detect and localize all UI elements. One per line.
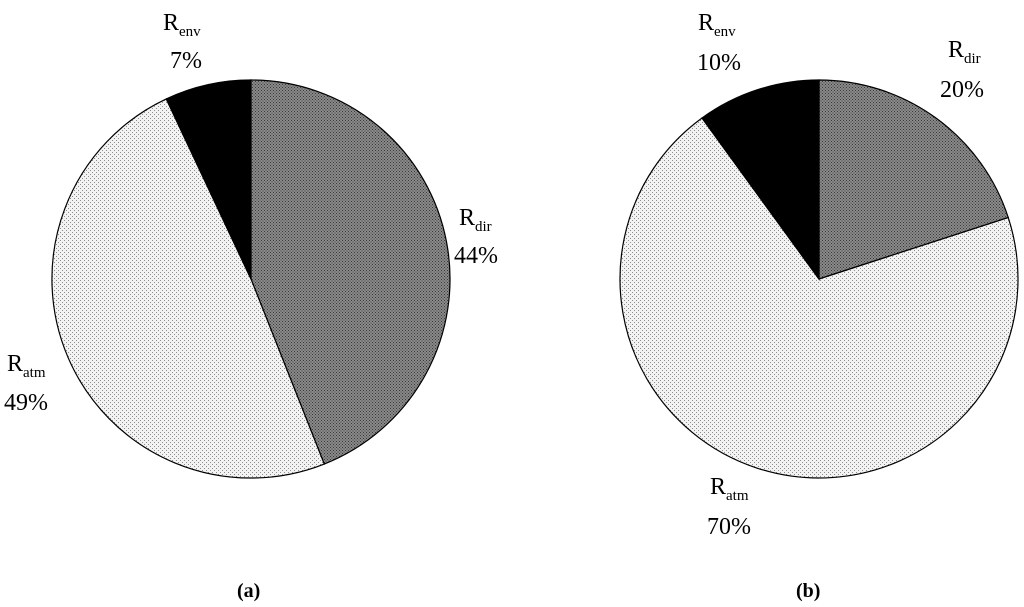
pie-b-slice-dir (818, 79, 1010, 280)
pie-a-slice-atm (51, 98, 326, 479)
pie-a: Renv 7% Rdir 44% Ratm 49% (a) (4, 10, 498, 602)
pie-b-pct-dir: 20% (940, 77, 984, 103)
pie-a-pct-env: 7% (170, 48, 202, 74)
pie-a-label-env: Renv (163, 10, 201, 40)
pie-b-pct-atm: 70% (707, 514, 751, 540)
pie-a-pct-dir: 44% (454, 243, 498, 269)
pie-b: Renv 10% Rdir 20% Ratm 70% (b) (619, 10, 1019, 602)
pie-b-slice-atm (619, 117, 1019, 479)
pie-b-label-dir: Rdir (948, 37, 981, 67)
pie-b-caption: (b) (796, 580, 820, 602)
pie-a-slice-env (165, 79, 252, 280)
pie-b-pct-env: 10% (697, 50, 741, 76)
pie-a-label-dir: Rdir (459, 205, 492, 235)
pie-b-slices (619, 79, 1019, 479)
pie-a-label-atm: Ratm (7, 351, 46, 381)
pie-a-slice-dir (250, 79, 451, 465)
pie-b-slice-env (701, 79, 820, 281)
pie-a-caption: (a) (237, 580, 260, 602)
pie-a-pct-atm: 49% (4, 390, 48, 416)
pie-a-slices (51, 79, 451, 479)
pie-b-label-env: Renv (698, 10, 736, 40)
pie-b-label-atm: Ratm (710, 474, 749, 504)
